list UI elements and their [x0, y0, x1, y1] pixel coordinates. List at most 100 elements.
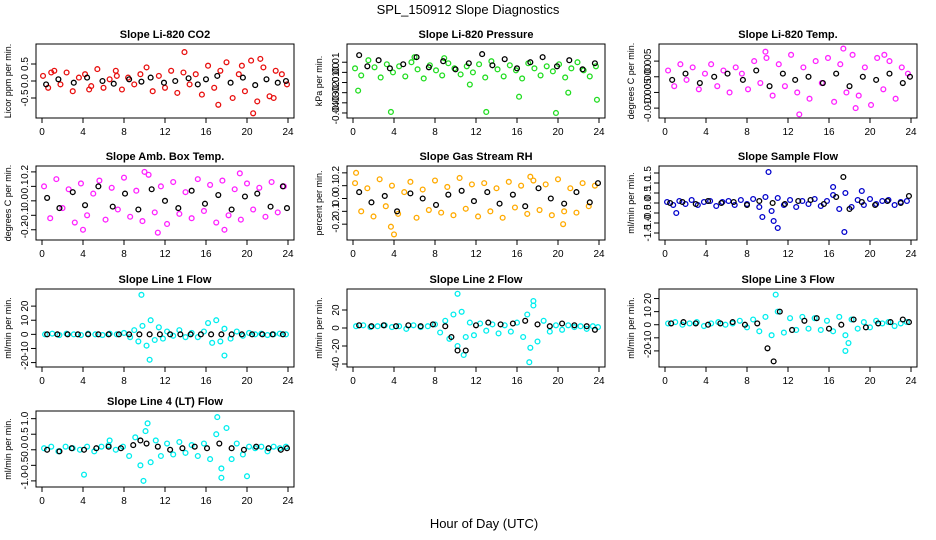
data-point: [530, 177, 537, 184]
data-point: [520, 333, 527, 341]
overlay-point: [85, 331, 92, 338]
y-tick-label: 0.005: [643, 48, 654, 73]
data-point: [593, 96, 600, 103]
data-point: [236, 170, 243, 177]
data-point: [207, 181, 214, 188]
data-point: [233, 328, 240, 335]
y-tick-label: -20: [643, 343, 654, 358]
data-point: [143, 64, 150, 71]
data-point: [364, 185, 371, 192]
data-point: [283, 81, 291, 88]
data-point: [546, 328, 553, 335]
data-point: [358, 208, 365, 215]
overlay-point: [105, 443, 112, 450]
data-point: [861, 64, 868, 71]
y-tick-label: -0.1: [331, 202, 342, 220]
y-tick-label: -0.5: [20, 89, 31, 107]
data-point: [836, 313, 843, 320]
data-point: [568, 65, 575, 72]
overlay-point: [64, 331, 71, 338]
data-point: [441, 55, 448, 62]
overlay-point: [228, 206, 235, 213]
data-point: [511, 204, 518, 211]
data-point: [474, 213, 482, 220]
overlay-point: [442, 323, 449, 330]
data-point: [215, 101, 222, 108]
data-point: [164, 440, 171, 447]
overlay-point: [729, 319, 736, 326]
data-point: [562, 74, 569, 81]
data-point: [786, 196, 794, 204]
data-point: [132, 434, 139, 441]
overlay-point: [265, 445, 272, 452]
data-point: [800, 64, 807, 71]
x-tick-label: 0: [39, 249, 45, 260]
panel-title: Slope Line 2 Flow: [430, 274, 523, 286]
overlay-point: [440, 58, 447, 65]
x-tick-label: 24: [282, 496, 294, 507]
data-point: [371, 64, 378, 71]
overlay-point: [724, 70, 731, 77]
data-point: [438, 209, 445, 216]
data-point: [221, 226, 228, 233]
data-point: [161, 84, 169, 91]
data-point: [561, 208, 568, 215]
data-point: [243, 180, 251, 187]
data-point: [565, 322, 572, 329]
data-point: [413, 214, 420, 221]
data-point: [796, 111, 803, 118]
data-point: [144, 420, 151, 427]
data-point: [866, 195, 874, 203]
overlay-point: [429, 321, 437, 328]
data-point: [874, 54, 881, 62]
y-tick-label: 0.00: [331, 62, 342, 82]
overlay-point: [756, 197, 763, 205]
overlay-point: [425, 64, 432, 71]
overlay-point: [833, 70, 840, 77]
data-point: [585, 203, 592, 210]
data-point: [762, 313, 769, 320]
overlay-point: [682, 70, 689, 77]
overlay-point: [795, 197, 802, 205]
x-tick-label: 16: [200, 249, 212, 260]
data-point: [559, 326, 566, 333]
data-point: [560, 221, 567, 228]
data-point: [763, 54, 770, 62]
overlay-point: [559, 320, 566, 327]
y-tick-label: 20: [20, 300, 31, 312]
data-point: [164, 220, 171, 228]
data-point: [181, 49, 188, 56]
overlay-point: [197, 331, 204, 338]
data-point: [799, 197, 806, 205]
y-tick-label: -10: [643, 330, 654, 345]
data-point: [367, 324, 374, 331]
x-tick-label: 4: [391, 127, 397, 138]
data-point: [182, 449, 189, 456]
overlay-point: [741, 321, 748, 328]
data-point: [425, 207, 432, 214]
panel-title: Slope Gas Stream RH: [419, 151, 532, 163]
data-point: [842, 332, 849, 339]
data-point: [250, 110, 257, 117]
overlay-point: [70, 79, 77, 86]
overlay-point: [679, 198, 686, 206]
data-point: [549, 68, 556, 75]
overlay-point: [583, 323, 590, 330]
data-point: [450, 212, 457, 219]
overlay-point: [668, 320, 675, 327]
data-point: [854, 325, 861, 332]
overlay-point: [417, 323, 424, 330]
data-point: [270, 443, 277, 450]
data-point: [765, 168, 772, 176]
data-point: [118, 86, 125, 93]
data-point: [892, 95, 899, 102]
data-point: [47, 215, 54, 222]
data-point: [788, 51, 795, 58]
data-point: [794, 89, 801, 96]
overlay-point: [215, 191, 222, 199]
overlay-point: [126, 76, 133, 83]
x-tick-label: 12: [470, 376, 482, 387]
data-point: [270, 94, 277, 102]
data-point: [824, 54, 832, 62]
x-tick-label: 24: [593, 249, 605, 260]
